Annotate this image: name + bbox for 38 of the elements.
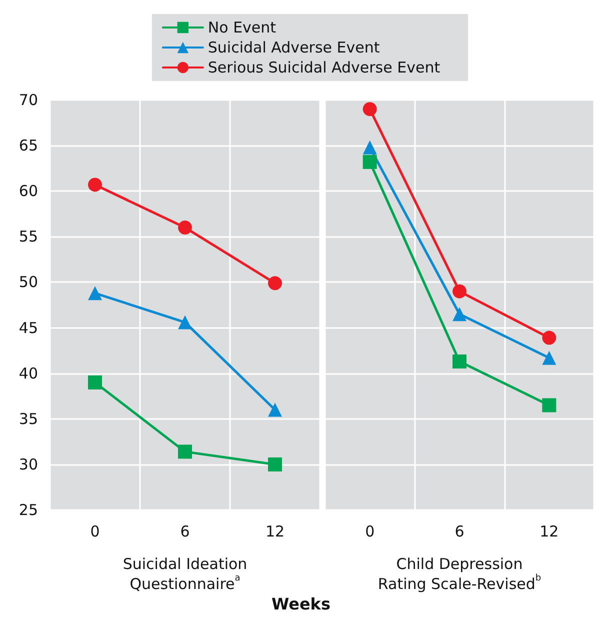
point	[268, 276, 282, 290]
point	[178, 220, 192, 235]
y-tick-label: 45	[18, 318, 38, 337]
y-tick-label: 25	[18, 501, 38, 519]
y-tick-label: 50	[18, 273, 38, 292]
point	[178, 444, 192, 459]
y-tick-label: 60	[18, 182, 38, 200]
text: Weeks	[272, 594, 330, 614]
y-tick-label: 35	[18, 410, 38, 428]
x-tick-label: 6	[454, 522, 464, 540]
x-tick-label: 0	[90, 522, 100, 540]
y-tick-label: 70	[18, 91, 38, 109]
point	[88, 375, 102, 390]
point	[542, 350, 556, 365]
y-tick-label: 55	[18, 228, 38, 246]
point	[88, 178, 102, 192]
point	[362, 102, 377, 116]
point	[452, 354, 466, 368]
legend-label: No Event	[208, 18, 276, 36]
legend-label: Suicidal Adverse Event	[208, 38, 380, 56]
y-tick-label: 40	[18, 364, 38, 382]
x-tick-label: 6	[180, 522, 190, 540]
point	[452, 284, 466, 298]
x-tick-label: 12	[265, 522, 285, 540]
y-tick-label: 30	[18, 455, 38, 474]
point	[542, 398, 556, 412]
x-tick-label: 12	[540, 522, 559, 540]
point	[362, 154, 377, 169]
point	[178, 315, 192, 330]
point	[542, 330, 556, 345]
x-tick-label: 0	[365, 522, 375, 540]
y-tick-label: 65	[18, 136, 38, 155]
legend-label: Serious Suicidal Adverse Event	[208, 58, 440, 76]
point	[268, 402, 282, 417]
point	[268, 457, 282, 472]
point	[452, 307, 466, 322]
point	[88, 286, 102, 300]
point	[362, 140, 377, 154]
